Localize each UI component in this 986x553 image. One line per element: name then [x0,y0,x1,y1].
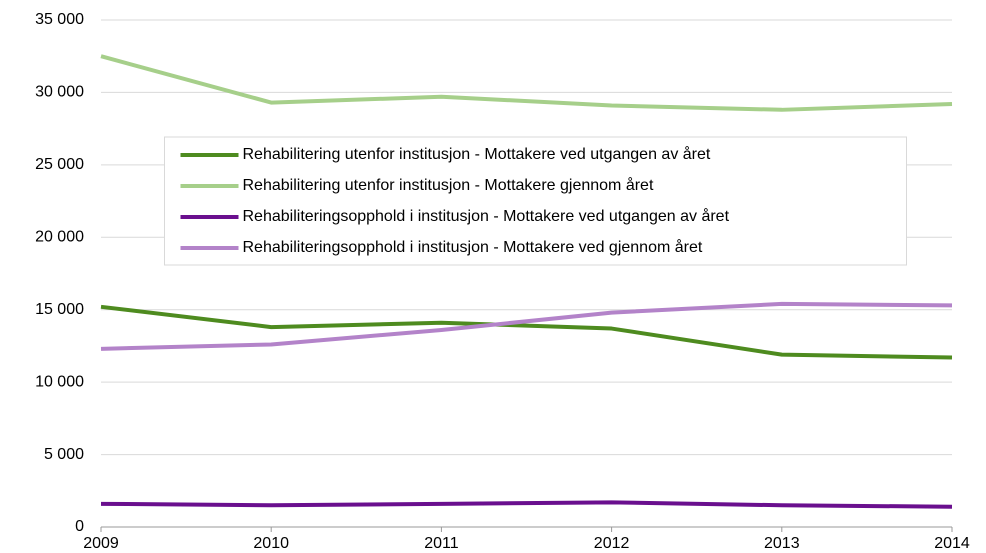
legend-label: Rehabilitering utenfor institusjon - Mot… [243,145,711,163]
legend: Rehabilitering utenfor institusjon - Mot… [164,136,907,266]
series-line [100,301,953,351]
series-line [100,500,953,509]
series-line [100,304,953,360]
legend-label: Rehabiliteringsopphold i institusjon - M… [243,238,703,256]
x-tick-label: 2013 [764,535,800,552]
series-line [100,54,953,112]
y-tick-label: 20 000 [35,229,84,246]
x-tick-label: 2010 [253,535,289,552]
y-tick-label: 0 [75,518,84,535]
y-tick-label: 25 000 [35,156,84,173]
y-tick-label: 35 000 [35,11,84,28]
y-tick-label: 30 000 [35,84,84,101]
y-tick-label: 15 000 [35,301,84,318]
x-tick-label: 2012 [594,535,630,552]
x-tick-label: 2011 [424,535,459,552]
x-tick-label: 2014 [934,535,970,552]
y-tick-label: 10 000 [35,373,84,390]
x-tick-label: 2009 [83,535,119,552]
legend-label: Rehabilitering utenfor institusjon - Mot… [243,176,654,194]
y-tick-label: 5 000 [44,446,84,463]
legend-box [164,136,907,266]
legend-label: Rehabiliteringsopphold i institusjon - M… [243,207,730,225]
